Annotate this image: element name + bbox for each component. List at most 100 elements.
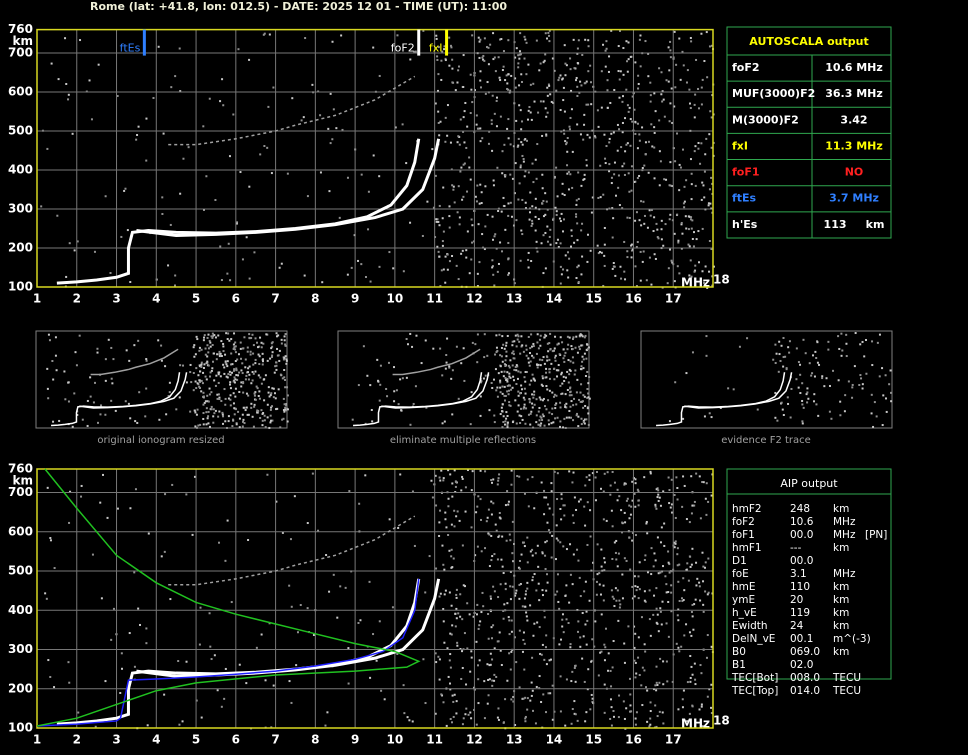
noise [603, 569, 606, 572]
noise [192, 372, 195, 375]
noise [288, 680, 291, 683]
noise [585, 643, 588, 646]
noise [484, 185, 487, 188]
noise [218, 352, 221, 355]
noise [240, 369, 243, 372]
noise [145, 627, 148, 630]
noise [816, 341, 819, 344]
noise [677, 241, 680, 244]
noise [507, 500, 510, 503]
noise [494, 70, 497, 73]
noise [507, 241, 510, 244]
noise [646, 571, 649, 574]
noise [555, 537, 558, 540]
noise [447, 469, 450, 472]
noise [564, 724, 567, 727]
noise [584, 38, 587, 41]
noise [670, 87, 673, 90]
noise [554, 335, 557, 338]
noise [705, 335, 708, 338]
noise [388, 251, 391, 254]
noise [369, 384, 372, 387]
noise [456, 644, 459, 647]
noise [575, 335, 578, 338]
noise [503, 205, 506, 208]
noise [689, 565, 692, 568]
noise [286, 394, 289, 397]
noise [550, 100, 553, 103]
noise [506, 424, 509, 427]
noise [197, 374, 200, 377]
noise [611, 207, 614, 210]
noise [182, 157, 185, 160]
noise [508, 404, 511, 407]
noise [532, 377, 535, 380]
noise [521, 154, 524, 157]
noise [443, 45, 446, 48]
noise [668, 563, 671, 566]
noise [674, 86, 677, 89]
noise [463, 632, 466, 635]
noise [116, 94, 119, 97]
noise [572, 419, 575, 422]
noise [510, 469, 513, 472]
noise [293, 495, 296, 498]
noise [492, 478, 495, 481]
noise [584, 334, 587, 337]
noise [776, 419, 779, 422]
noise [606, 471, 609, 474]
noise [548, 371, 551, 374]
y-tick-label: 700 [8, 46, 33, 60]
noise [493, 284, 496, 287]
noise [576, 239, 579, 242]
noise [253, 392, 256, 395]
noise [576, 94, 579, 97]
noise [458, 143, 461, 146]
noise [273, 392, 276, 395]
noise [503, 603, 506, 606]
noise [797, 361, 800, 364]
noise [489, 597, 492, 600]
noise [707, 591, 710, 594]
noise [616, 123, 619, 126]
noise [483, 333, 486, 336]
noise [502, 721, 505, 724]
noise [861, 340, 864, 343]
noise [662, 683, 665, 686]
noise [587, 347, 590, 350]
noise [376, 358, 379, 361]
noise [46, 486, 49, 489]
noise [348, 490, 351, 493]
noise [514, 86, 517, 89]
noise [525, 41, 528, 44]
aip-cell: 014.0 [790, 685, 820, 697]
noise [608, 137, 611, 140]
noise [567, 171, 570, 174]
noise [556, 472, 559, 475]
noise [511, 364, 514, 367]
noise [690, 475, 693, 478]
noise [198, 379, 201, 382]
aip-cell: 3.1 [790, 568, 807, 580]
noise [512, 353, 515, 356]
noise [283, 403, 286, 406]
noise [543, 616, 546, 619]
noise [636, 241, 639, 244]
noise [600, 487, 603, 490]
noise [890, 391, 893, 394]
noise [554, 354, 557, 357]
noise [378, 399, 381, 402]
noise [224, 397, 227, 400]
noise [455, 515, 458, 518]
noise [434, 174, 437, 177]
noise [341, 128, 344, 131]
noise [579, 636, 582, 639]
noise [236, 378, 239, 381]
noise [227, 420, 230, 423]
noise [448, 260, 451, 263]
noise [211, 367, 214, 370]
noise [452, 700, 455, 703]
noise [317, 90, 320, 93]
noise [242, 382, 245, 385]
noise [562, 375, 565, 378]
